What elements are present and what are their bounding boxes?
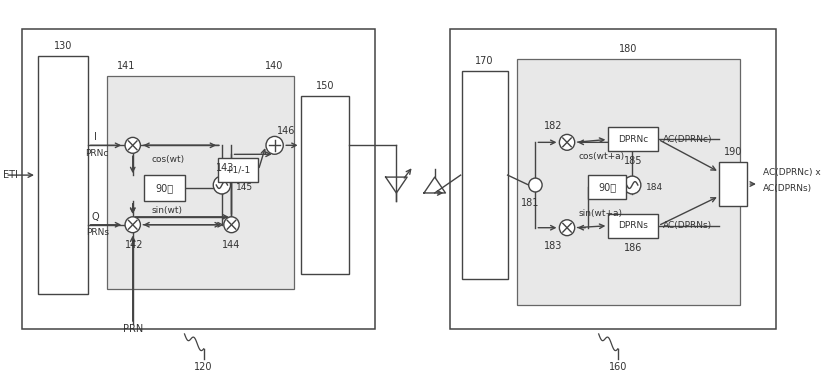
Text: AC(DPRNs): AC(DPRNs) <box>762 183 810 192</box>
Circle shape <box>623 176 640 194</box>
Text: 190: 190 <box>723 147 741 157</box>
Circle shape <box>559 220 574 235</box>
Text: sin(wt+a): sin(wt+a) <box>578 209 622 218</box>
Bar <box>218 158 258 182</box>
Text: 160: 160 <box>608 362 626 372</box>
Text: 146: 146 <box>276 126 295 136</box>
Text: PRN: PRN <box>122 324 143 334</box>
Text: I: I <box>93 132 97 143</box>
Text: 120: 120 <box>194 362 213 372</box>
Circle shape <box>125 137 141 153</box>
Text: 186: 186 <box>624 243 642 253</box>
Text: 181: 181 <box>521 198 539 208</box>
Text: ETI: ETI <box>3 170 18 180</box>
Text: 150: 150 <box>316 81 334 91</box>
Circle shape <box>528 178 542 192</box>
Text: +1/-1: +1/-1 <box>225 166 251 175</box>
Bar <box>718 162 747 206</box>
Text: 142: 142 <box>125 240 144 249</box>
Text: 144: 144 <box>222 240 241 249</box>
Circle shape <box>559 135 574 150</box>
Circle shape <box>213 176 230 194</box>
Text: 145: 145 <box>236 183 253 192</box>
Bar <box>144 175 184 201</box>
Bar <box>517 59 739 305</box>
Bar <box>608 214 657 238</box>
Text: 184: 184 <box>645 183 662 192</box>
Bar <box>608 127 657 151</box>
Text: DPRNs: DPRNs <box>618 221 648 230</box>
Bar <box>301 96 349 274</box>
Text: AC(DPRNc): AC(DPRNc) <box>662 135 711 144</box>
Text: PRNs: PRNs <box>86 228 108 237</box>
Bar <box>38 56 88 294</box>
Text: AC(DPRNc) x: AC(DPRNc) x <box>762 167 820 177</box>
Text: 183: 183 <box>544 240 562 251</box>
Text: 185: 185 <box>624 156 642 166</box>
Bar <box>22 29 375 329</box>
Text: 90도: 90도 <box>155 183 173 193</box>
Text: Q: Q <box>92 212 99 222</box>
Text: 130: 130 <box>54 41 72 51</box>
Text: AC(DPRNs): AC(DPRNs) <box>662 221 711 230</box>
Bar <box>107 76 294 289</box>
Text: 180: 180 <box>619 44 637 54</box>
Text: 141: 141 <box>117 61 135 71</box>
Text: sin(wt): sin(wt) <box>151 206 183 215</box>
Text: cos(wt): cos(wt) <box>151 155 184 164</box>
Circle shape <box>223 217 239 233</box>
Text: PRNc: PRNc <box>85 149 109 158</box>
Text: 143: 143 <box>215 163 234 173</box>
Circle shape <box>125 217 141 233</box>
Bar <box>461 71 507 279</box>
Circle shape <box>265 136 283 154</box>
Bar <box>450 29 775 329</box>
Text: 90도: 90도 <box>598 182 615 192</box>
Text: cos(wt+a): cos(wt+a) <box>578 152 624 161</box>
Text: 140: 140 <box>265 61 284 71</box>
Text: DPRNc: DPRNc <box>617 135 648 144</box>
Bar <box>587 175 626 199</box>
Text: 170: 170 <box>475 56 493 66</box>
Text: 182: 182 <box>543 121 562 132</box>
